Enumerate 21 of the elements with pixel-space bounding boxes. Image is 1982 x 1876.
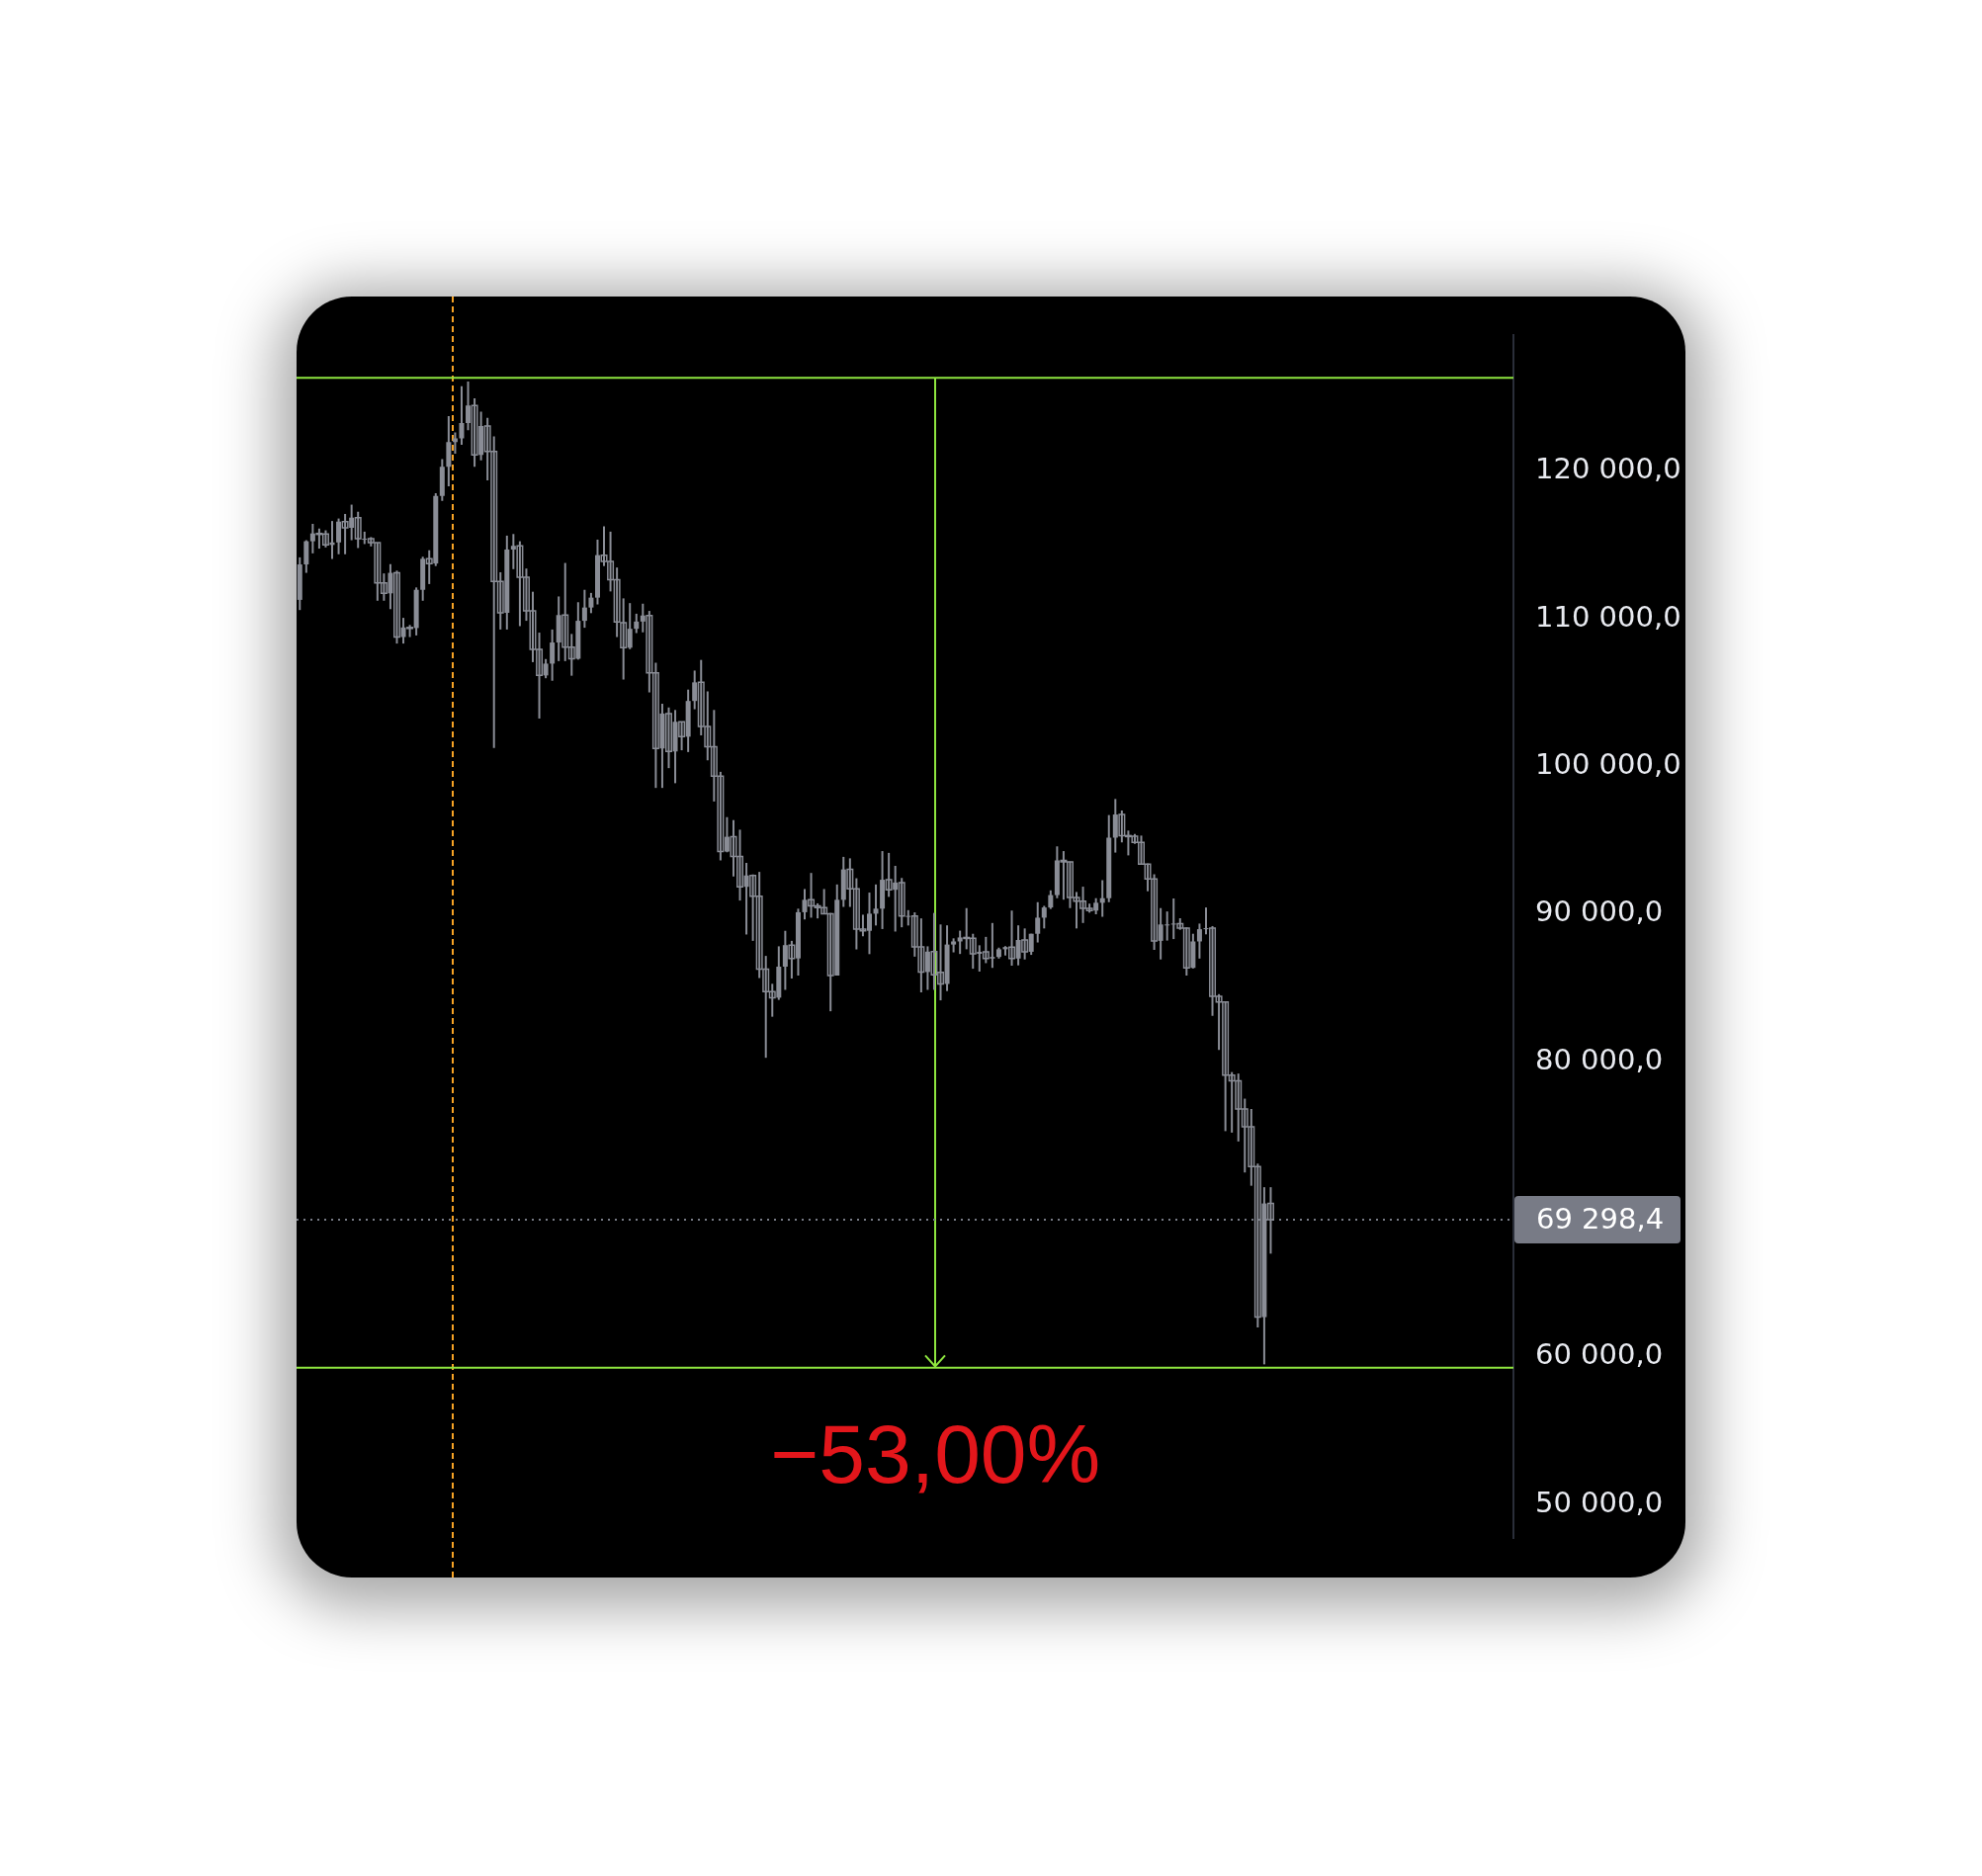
y-tick-label: 50 000,0 bbox=[1535, 1485, 1664, 1519]
candlestick bbox=[873, 883, 879, 927]
candlestick bbox=[1041, 904, 1047, 930]
candlestick bbox=[1048, 889, 1054, 910]
candlestick bbox=[581, 588, 587, 630]
candlestick bbox=[452, 431, 458, 455]
y-tick-label: 90 000,0 bbox=[1535, 895, 1664, 929]
y-tick-label: 120 000,0 bbox=[1535, 452, 1681, 486]
candlestick bbox=[459, 384, 465, 447]
annotation: −53,00% bbox=[770, 1407, 1101, 1500]
candlestick bbox=[634, 612, 640, 635]
y-tick-label: 110 000,0 bbox=[1535, 599, 1681, 634]
candlestick bbox=[1035, 900, 1041, 944]
candlestick bbox=[588, 591, 594, 615]
y-tick-label: 80 000,0 bbox=[1535, 1042, 1664, 1076]
y-tick-label: 100 000,0 bbox=[1535, 747, 1681, 782]
y-tick-label: 60 000,0 bbox=[1535, 1337, 1664, 1372]
candlestick bbox=[303, 539, 309, 574]
candlestick bbox=[1196, 922, 1202, 960]
ref-line-label: 69 298,4 bbox=[1536, 1201, 1665, 1236]
candlestick bbox=[550, 628, 556, 682]
